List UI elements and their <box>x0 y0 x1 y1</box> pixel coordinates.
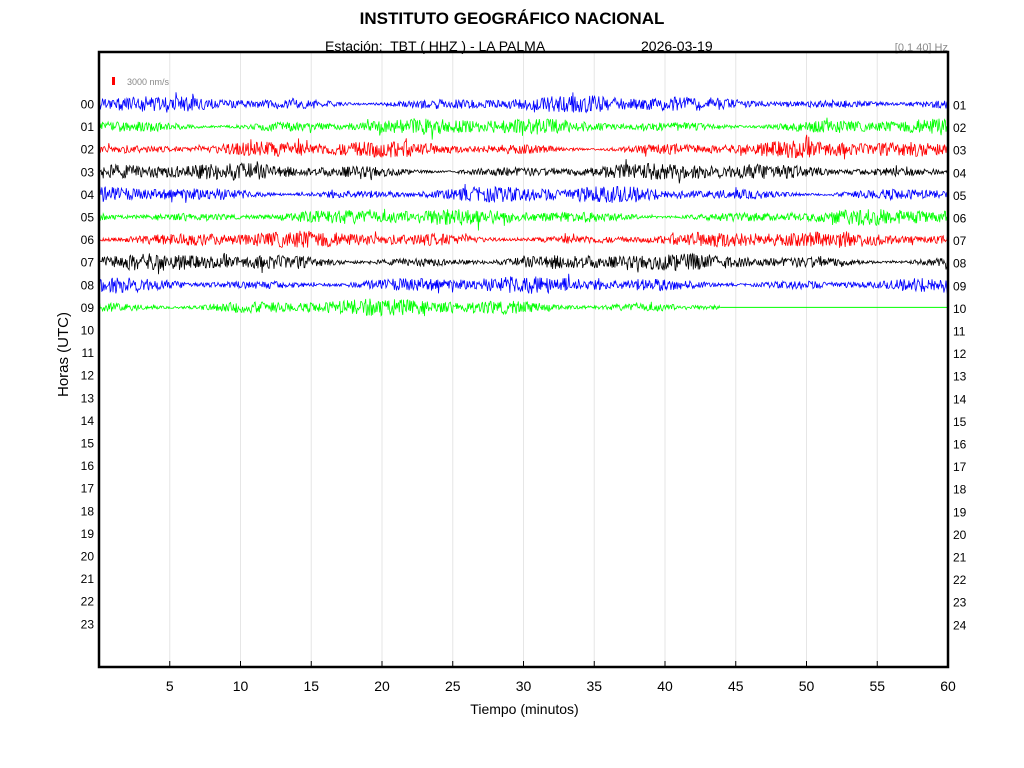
y-tick-label-left: 02 <box>81 143 95 157</box>
y-tick-label-right: 10 <box>953 302 967 316</box>
y-tick-label-left: 04 <box>81 188 95 202</box>
y-tick-label-right: 20 <box>953 528 967 542</box>
y-tick-label-left: 05 <box>81 211 95 225</box>
y-tick-label-left: 17 <box>81 482 95 496</box>
y-tick-label-left: 16 <box>81 459 95 473</box>
y-tick-label-right: 04 <box>953 166 967 180</box>
y-tick-label-left: 03 <box>81 165 95 179</box>
scale-bar <box>112 77 115 85</box>
y-tick-label-right: 05 <box>953 189 967 203</box>
trace-hour-06 <box>98 230 948 248</box>
y-axis-label: Horas (UTC) <box>55 312 72 397</box>
x-axis-label: Tiempo (minutos) <box>470 701 578 717</box>
y-tick-label-right: 19 <box>953 505 967 519</box>
y-tick-label-right: 09 <box>953 279 967 293</box>
x-tick-label: 55 <box>869 678 885 694</box>
x-tick-label: 10 <box>233 678 249 694</box>
y-tick-label-left: 18 <box>81 504 95 518</box>
y-tick-label-left: 08 <box>81 278 95 292</box>
y-tick-label-left: 21 <box>81 572 95 586</box>
y-tick-label-left: 14 <box>81 414 95 428</box>
y-tick-label-right: 23 <box>953 596 967 610</box>
y-tick-label-left: 01 <box>81 120 95 134</box>
scale-bar-label: 3000 nm/s <box>127 77 170 87</box>
seismic-traces <box>98 92 948 317</box>
y-tick-label-left: 00 <box>81 98 95 112</box>
y-tick-label-right: 22 <box>953 573 967 587</box>
x-tick-label: 15 <box>303 678 319 694</box>
x-tick-label: 25 <box>445 678 461 694</box>
x-tick-label: 40 <box>657 678 673 694</box>
y-tick-label-right: 01 <box>953 99 967 113</box>
x-tick-label: 5 <box>166 678 174 694</box>
y-tick-label-right: 15 <box>953 415 967 429</box>
x-tick-label: 60 <box>940 678 956 694</box>
y-tick-label-left: 07 <box>81 256 95 270</box>
axis-labels: 5 10 15 20 25 30 35 40 45 50 55 60 00 01 02 03 04 05 06 07 0… <box>55 77 967 717</box>
y-tick-label-right: 18 <box>953 483 967 497</box>
x-tick-label: 45 <box>728 678 744 694</box>
trace-hour-02 <box>98 134 948 160</box>
y-tick-label-left: 09 <box>81 301 95 315</box>
y-tick-label-left: 12 <box>81 369 95 383</box>
x-tick-label: 20 <box>374 678 390 694</box>
y-tick-label-right: 08 <box>953 257 967 271</box>
y-tick-label-left: 13 <box>81 391 95 405</box>
y-tick-label-left: 11 <box>82 346 95 360</box>
y-tick-label-left: 23 <box>81 617 95 631</box>
y-tick-label-left: 22 <box>81 595 95 609</box>
trace-hour-08 <box>98 273 948 295</box>
y-tick-label-right: 12 <box>953 347 967 361</box>
y-tick-label-left: 19 <box>81 527 95 541</box>
y-tick-label-left: 10 <box>81 324 95 338</box>
trace-hour-00 <box>98 92 948 114</box>
date-label: 2026-03-19 <box>641 38 713 54</box>
y-tick-label-right: 14 <box>953 392 967 406</box>
y-tick-label-left: 20 <box>81 550 95 564</box>
y-tick-label-right: 17 <box>953 460 967 474</box>
x-tick-label: 50 <box>799 678 815 694</box>
x-tick-label: 30 <box>516 678 532 694</box>
grid-lines <box>169 52 878 667</box>
chart-title: INSTITUTO GEOGRÁFICO NACIONAL <box>359 9 665 28</box>
y-tick-label-right: 06 <box>953 212 967 226</box>
y-tick-label-right: 07 <box>953 234 967 248</box>
trace-hour-09 <box>98 298 721 317</box>
y-tick-label-right: 13 <box>953 370 967 384</box>
y-tick-label-left: 15 <box>81 437 95 451</box>
y-tick-label-right: 21 <box>953 551 967 565</box>
x-tick-label: 35 <box>586 678 602 694</box>
y-tick-label-right: 11 <box>953 325 966 339</box>
trace-hour-04 <box>98 183 948 204</box>
trace-hour-05 <box>98 208 948 231</box>
station-label: Estación: TBT ( HHZ ) - LA PALMA <box>325 38 546 54</box>
trace-hour-01 <box>98 117 948 140</box>
y-tick-label-left: 06 <box>81 233 95 247</box>
y-tick-label-right: 24 <box>953 618 967 632</box>
y-tick-label-right: 02 <box>953 121 967 135</box>
trace-hour-03 <box>98 159 948 184</box>
y-tick-label-right: 16 <box>953 438 967 452</box>
y-tick-label-right: 03 <box>953 144 967 158</box>
trace-hour-07 <box>98 252 948 275</box>
